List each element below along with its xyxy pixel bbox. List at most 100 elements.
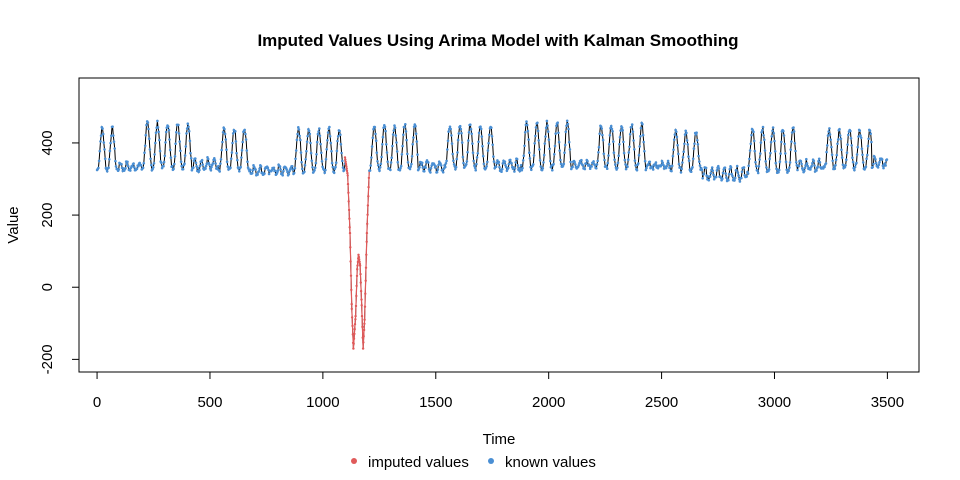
known-point bbox=[728, 167, 732, 171]
known-point bbox=[285, 168, 289, 171]
known-point bbox=[188, 139, 192, 143]
known-point bbox=[562, 162, 566, 166]
known-point bbox=[549, 159, 552, 163]
known-point bbox=[623, 158, 627, 162]
known-point bbox=[294, 149, 298, 152]
known-point bbox=[839, 137, 843, 141]
known-point bbox=[147, 137, 151, 140]
known-point bbox=[385, 151, 389, 154]
known-point bbox=[518, 169, 522, 173]
known-point bbox=[210, 165, 213, 169]
known-point bbox=[794, 149, 797, 153]
known-point bbox=[595, 167, 598, 170]
known-point bbox=[593, 164, 597, 167]
known-point bbox=[740, 176, 743, 180]
known-point bbox=[559, 162, 563, 166]
known-point bbox=[528, 157, 532, 160]
known-point bbox=[812, 159, 816, 163]
known-point bbox=[471, 151, 475, 155]
known-point bbox=[642, 140, 645, 144]
known-point bbox=[475, 156, 479, 159]
x-tick-label: 500 bbox=[197, 394, 222, 411]
known-point bbox=[469, 127, 473, 131]
known-point bbox=[635, 168, 639, 172]
known-point bbox=[622, 140, 625, 144]
known-point bbox=[370, 156, 373, 159]
known-point bbox=[622, 151, 626, 155]
known-point bbox=[145, 123, 148, 127]
known-point bbox=[112, 140, 116, 143]
known-point bbox=[386, 160, 390, 163]
known-point bbox=[628, 133, 632, 136]
known-point bbox=[259, 165, 263, 168]
known-point bbox=[154, 131, 158, 135]
known-point bbox=[668, 165, 672, 168]
known-point bbox=[256, 173, 259, 176]
known-point bbox=[391, 144, 394, 148]
known-point bbox=[374, 139, 378, 142]
known-point bbox=[220, 148, 223, 152]
known-point bbox=[374, 132, 377, 136]
known-point bbox=[114, 165, 118, 168]
known-point bbox=[98, 149, 102, 153]
known-point bbox=[829, 138, 832, 141]
known-point bbox=[457, 132, 461, 135]
known-point bbox=[681, 155, 685, 159]
known-point bbox=[326, 131, 330, 134]
known-point bbox=[811, 161, 814, 165]
known-point bbox=[133, 166, 136, 169]
known-point bbox=[758, 158, 761, 161]
known-point bbox=[336, 135, 340, 138]
known-point bbox=[691, 165, 694, 169]
known-point bbox=[647, 163, 650, 166]
known-point bbox=[209, 168, 213, 172]
known-point bbox=[439, 164, 443, 167]
known-point bbox=[294, 157, 297, 161]
known-point bbox=[414, 132, 418, 135]
known-point bbox=[472, 159, 476, 163]
known-point bbox=[816, 165, 820, 169]
known-point bbox=[543, 142, 547, 145]
known-point bbox=[101, 127, 104, 130]
chart-title: Imputed Values Using Arima Model with Ka… bbox=[257, 31, 738, 50]
known-point bbox=[507, 162, 511, 166]
known-point bbox=[314, 161, 318, 165]
known-point bbox=[448, 125, 452, 129]
known-point bbox=[828, 127, 831, 130]
known-point bbox=[856, 145, 860, 149]
known-point bbox=[131, 165, 134, 168]
known-point bbox=[537, 139, 540, 142]
known-point bbox=[219, 162, 222, 165]
known-point bbox=[201, 163, 204, 166]
known-point bbox=[532, 163, 535, 166]
known-point bbox=[313, 166, 317, 169]
known-point bbox=[747, 164, 750, 168]
known-point bbox=[410, 162, 413, 166]
known-point bbox=[124, 167, 127, 170]
known-point bbox=[697, 154, 700, 158]
known-point bbox=[675, 130, 678, 134]
known-point bbox=[196, 166, 200, 170]
known-point bbox=[836, 142, 839, 146]
x-tick-label: 3500 bbox=[871, 394, 904, 411]
known-point bbox=[602, 152, 606, 156]
known-point bbox=[482, 162, 486, 166]
known-point bbox=[797, 164, 801, 168]
known-point bbox=[617, 154, 620, 157]
known-point bbox=[390, 156, 394, 159]
known-point bbox=[675, 135, 679, 139]
known-point bbox=[544, 126, 548, 130]
known-point bbox=[788, 166, 791, 169]
known-point bbox=[677, 152, 680, 156]
known-point bbox=[180, 164, 183, 168]
known-point bbox=[434, 165, 438, 168]
known-point bbox=[581, 164, 585, 167]
known-point bbox=[783, 142, 786, 146]
known-point bbox=[553, 153, 556, 156]
known-point bbox=[110, 134, 113, 138]
known-point bbox=[236, 158, 239, 162]
known-point bbox=[858, 129, 862, 132]
known-point bbox=[525, 120, 528, 123]
known-point bbox=[838, 134, 842, 137]
known-point bbox=[840, 148, 843, 151]
